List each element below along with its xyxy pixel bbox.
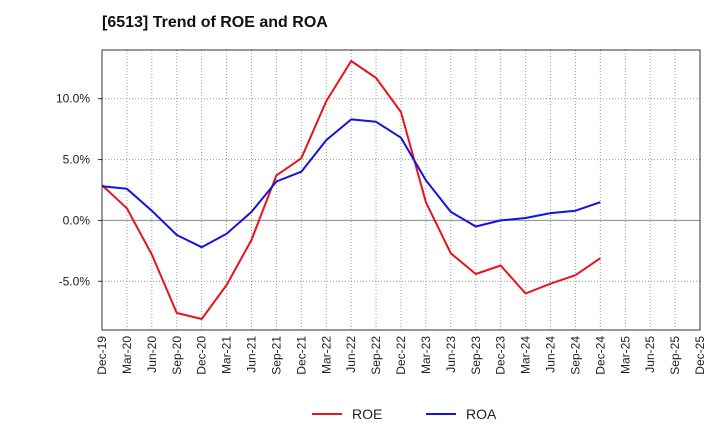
x-tick-label: Dec-23 <box>494 336 508 375</box>
x-tick-label: Mar-20 <box>120 336 134 374</box>
legend-label-roa: ROA <box>466 406 497 422</box>
x-tick-label: Dec-25 <box>693 336 707 375</box>
x-tick-label: Jun-25 <box>643 336 657 373</box>
x-tick-label: Dec-19 <box>95 336 109 375</box>
x-tick-label: Sep-23 <box>469 336 483 375</box>
x-tick-label: Mar-21 <box>220 336 234 374</box>
x-tick-label: Sep-22 <box>369 336 383 375</box>
x-tick-label: Dec-22 <box>394 336 408 375</box>
x-tick-label: Jun-23 <box>444 336 458 373</box>
x-tick-label: Dec-21 <box>294 336 308 375</box>
x-tick-label: Mar-23 <box>419 336 433 374</box>
chart-title: [6513] Trend of ROE and ROA <box>102 14 328 31</box>
x-tick-label: Sep-20 <box>170 336 184 375</box>
x-tick-label: Dec-20 <box>195 336 209 375</box>
x-tick-label: Jun-20 <box>145 336 159 373</box>
x-tick-label: Dec-24 <box>593 336 607 375</box>
legend-label-roe: ROE <box>352 406 382 422</box>
series-line-roe <box>101 60 601 320</box>
x-tick-label: Mar-25 <box>618 336 632 374</box>
y-tick-label: 0.0% <box>63 213 91 227</box>
x-tick-label: Jun-22 <box>344 336 358 373</box>
x-tick-label: Sep-21 <box>269 336 283 375</box>
x-tick-label: Jun-24 <box>544 336 558 373</box>
plot-frame <box>101 49 701 331</box>
x-tick-label: Sep-25 <box>668 336 682 375</box>
x-tick-label: Jun-21 <box>245 336 259 373</box>
x-tick-label: Mar-24 <box>519 336 533 374</box>
y-tick-label: 5.0% <box>63 153 91 167</box>
x-tick-label: Sep-24 <box>568 336 582 375</box>
series-line-roa <box>101 118 601 249</box>
y-tick-label: 10.0% <box>56 92 90 106</box>
x-tick-label: Mar-22 <box>319 336 333 374</box>
y-tick-label: -5.0% <box>59 274 91 288</box>
